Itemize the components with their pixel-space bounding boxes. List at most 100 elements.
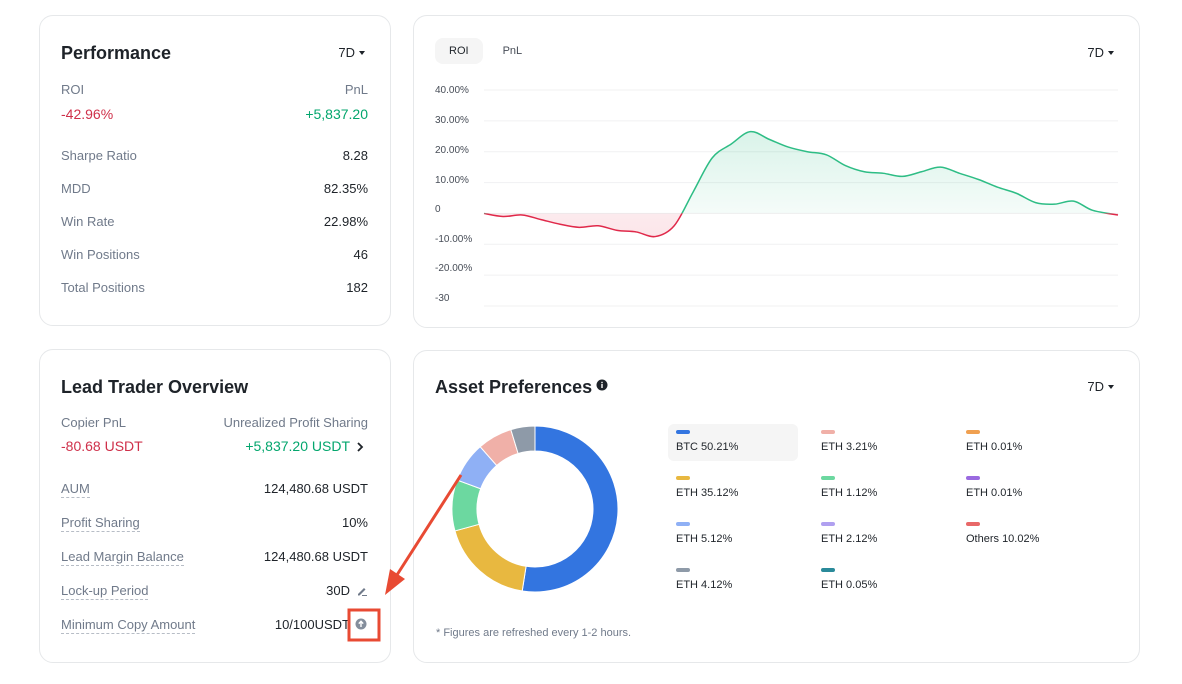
legend-swatch <box>676 476 690 480</box>
legend-item[interactable]: BTC 50.21% <box>668 424 798 461</box>
legend-label: Others 10.02% <box>966 533 1040 545</box>
legend-swatch <box>966 476 980 480</box>
roi-line-chart <box>483 89 1119 307</box>
asset-period-dropdown[interactable]: 7D <box>1087 379 1114 394</box>
win-rate-label: Win Rate <box>61 214 115 229</box>
roi-chart-card: ROI PnL 7D 40.00% 30.00% 20.00% 10.00% 0… <box>413 15 1140 328</box>
roi-label: ROI <box>61 82 85 97</box>
chevron-down-icon <box>1108 384 1114 389</box>
legend-label: ETH 35.12% <box>676 487 739 499</box>
legend-item[interactable]: ETH 0.05% <box>813 562 943 599</box>
legend-label: ETH 2.12% <box>821 533 878 545</box>
asset-donut-chart <box>451 425 619 593</box>
legend-item[interactable]: ETH 4.12% <box>668 562 798 599</box>
lock-up-period-label[interactable]: Lock-up Period <box>61 583 149 600</box>
copier-pnl-label: Copier PnL <box>61 415 127 430</box>
performance-card: Performance 7D ROI PnL -42.96% +5,837.20… <box>39 15 391 326</box>
positive-area <box>682 131 1108 214</box>
legend-item[interactable]: ETH 3.21% <box>813 424 943 461</box>
donut-slice[interactable] <box>510 425 536 455</box>
chevron-down-icon <box>359 50 365 55</box>
lead-trader-overview-card: Lead Trader Overview Copier PnL Unrealiz… <box>39 349 391 663</box>
mdd-label: MDD <box>61 181 91 196</box>
legend-item[interactable]: ETH 1.12% <box>813 470 943 507</box>
tab-pnl[interactable]: PnL <box>502 45 523 57</box>
roi-line-negative <box>483 213 1119 238</box>
period-label: 7D <box>338 45 355 60</box>
performance-period-dropdown[interactable]: 7D <box>338 45 365 60</box>
y-tick: 0 <box>435 204 441 215</box>
asset-preferences-card: Asset Preferences 7D BTC 50.21% ETH 3.21… <box>413 350 1140 663</box>
legend-swatch <box>966 430 980 434</box>
legend-label: ETH 5.12% <box>676 533 733 545</box>
pnl-value: +5,837.20 <box>305 106 368 122</box>
minimum-copy-amount-label[interactable]: Minimum Copy Amount <box>61 617 196 634</box>
legend-item[interactable]: ETH 2.12% <box>813 516 943 553</box>
y-tick: 40.00% <box>435 85 469 96</box>
copier-pnl-value: -80.68 USDT <box>61 438 143 454</box>
sharpe-ratio-value: 8.28 <box>342 148 368 163</box>
profit-sharing-label[interactable]: Profit Sharing <box>61 515 140 532</box>
lead-overview-title: Lead Trader Overview <box>61 377 249 397</box>
minimum-copy-amount-value: 10/100USDT <box>274 617 350 632</box>
asset-preferences-title: Asset Preferences <box>435 377 593 397</box>
legend-item[interactable]: ETH 35.12% <box>668 470 798 507</box>
y-tick: 30.00% <box>435 115 469 126</box>
win-rate-value: 22.98% <box>323 214 368 229</box>
performance-title: Performance <box>61 43 172 63</box>
legend-label: ETH 0.05% <box>821 579 878 591</box>
negative-area <box>484 213 1118 237</box>
legend-item[interactable]: ETH 0.01% <box>958 424 1088 461</box>
pnl-label: PnL <box>344 82 368 97</box>
period-label: 7D <box>1087 45 1104 60</box>
lock-up-period-value: 30D <box>326 583 350 598</box>
y-tick: 10.00% <box>435 175 469 186</box>
legend-item[interactable]: ETH 0.01% <box>958 470 1088 507</box>
legend-swatch <box>821 430 835 434</box>
legend-label: ETH 0.01% <box>966 441 1023 453</box>
unrealized-profit-sharing-value[interactable]: +5,837.20 USDT <box>245 438 350 454</box>
legend-swatch <box>821 522 835 526</box>
legend-label: ETH 4.12% <box>676 579 733 591</box>
win-positions-value: 46 <box>353 247 368 262</box>
legend-swatch <box>821 568 835 572</box>
legend-label: ETH 0.01% <box>966 487 1023 499</box>
aum-label[interactable]: AUM <box>61 481 90 498</box>
y-tick: -10.00% <box>435 234 473 245</box>
chart-period-dropdown[interactable]: 7D <box>1087 45 1114 60</box>
info-icon[interactable] <box>596 379 608 391</box>
edit-pencil-icon[interactable] <box>356 585 368 597</box>
legend-label: ETH 3.21% <box>821 441 878 453</box>
legend-label: ETH 1.12% <box>821 487 878 499</box>
y-tick: -20.00% <box>435 263 473 274</box>
refresh-footnote: * Figures are refreshed every 1-2 hours. <box>436 627 632 639</box>
donut-slice[interactable] <box>454 523 527 592</box>
unrealized-profit-sharing-label: Unrealized Profit Sharing <box>223 415 368 430</box>
y-tick: 20.00% <box>435 145 469 156</box>
chevron-down-icon <box>1108 50 1114 55</box>
chevron-right-icon[interactable] <box>356 441 364 453</box>
lead-margin-balance-value: 124,480.68 USDT <box>263 549 368 564</box>
lead-margin-balance-label[interactable]: Lead Margin Balance <box>61 549 184 566</box>
total-positions-value: 182 <box>346 280 368 295</box>
mdd-value: 82.35% <box>323 181 368 196</box>
total-positions-label: Total Positions <box>61 280 145 295</box>
tab-roi[interactable]: ROI <box>435 38 483 64</box>
profit-sharing-value: 10% <box>341 515 368 530</box>
sharpe-ratio-label: Sharpe Ratio <box>61 148 137 163</box>
chart-tabs: ROI PnL <box>435 38 536 64</box>
period-label: 7D <box>1087 379 1104 394</box>
roi-line-positive <box>484 130 1113 214</box>
legend-swatch <box>676 430 690 434</box>
legend-swatch <box>676 522 690 526</box>
win-positions-label: Win Positions <box>61 247 140 262</box>
legend-item[interactable]: ETH 5.12% <box>668 516 798 553</box>
upload-arrow-icon[interactable] <box>355 618 367 630</box>
y-tick: -30 <box>435 293 450 304</box>
legend-item[interactable]: Others 10.02% <box>958 516 1088 553</box>
legend-swatch <box>966 522 980 526</box>
aum-value: 124,480.68 USDT <box>263 481 368 496</box>
legend-swatch <box>676 568 690 572</box>
donut-slice[interactable] <box>521 425 619 593</box>
roi-value: -42.96% <box>61 106 114 122</box>
